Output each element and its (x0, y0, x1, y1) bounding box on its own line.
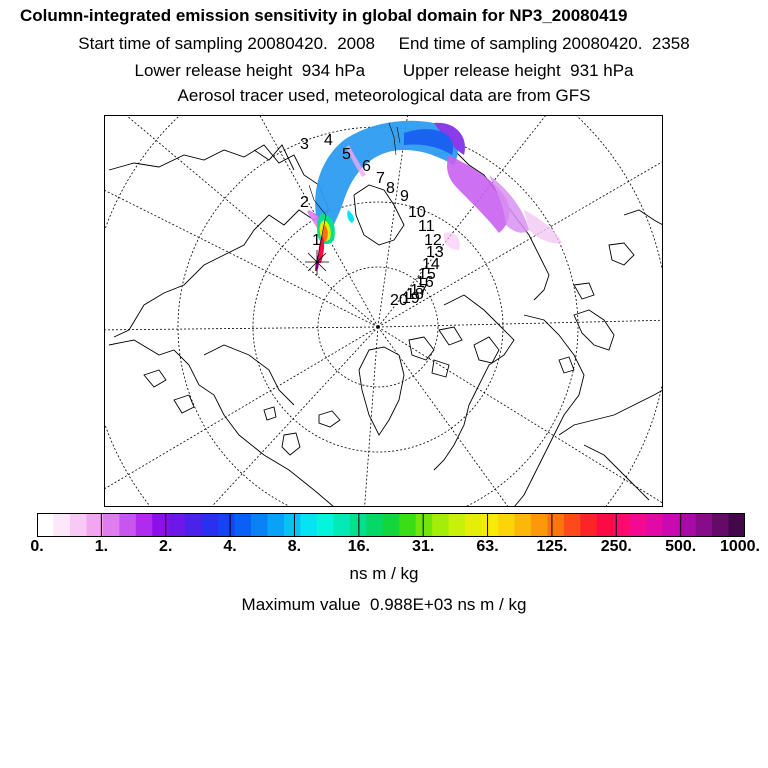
colorbar-swatch (53, 513, 71, 537)
colorbar-swatch (37, 513, 54, 537)
colorbar-swatch (119, 513, 137, 537)
colorbar-tick-label: 1. (94, 538, 109, 555)
colorbar-swatch (300, 513, 318, 537)
colorbar-swatch (662, 513, 680, 537)
colorbar-swatch (498, 513, 515, 537)
tracer-info-line: Aerosol tracer used, meteorological data… (177, 86, 591, 105)
release-height-line: Lower release height 934 hPa Upper relea… (134, 61, 634, 80)
colorbar-swatch (69, 513, 87, 537)
day-label: 11 (418, 218, 435, 235)
colorbar-tick-label: 4. (223, 538, 237, 555)
colorbar-swatch (234, 513, 252, 537)
sensitivity-plume (307, 120, 562, 271)
colorbar-swatch (267, 513, 285, 537)
colorbar-swatch (251, 513, 269, 537)
day-label: 18 (406, 286, 424, 303)
colorbar-swatch (102, 513, 120, 537)
colorbar-swatch (283, 513, 301, 537)
colorbar-swatch (514, 513, 532, 537)
day-label: 17 (410, 282, 428, 299)
colorbar-tick-label: 31. (412, 538, 435, 555)
day-label: 4 (324, 132, 333, 149)
colorbar-swatch (382, 513, 400, 537)
colorbar-swatch (201, 513, 219, 537)
colorbar-tick-label: 125. (536, 538, 568, 555)
colorbar-swatch (218, 513, 236, 537)
colorbar-swatch (135, 513, 153, 537)
colorbar-swatch (185, 513, 203, 537)
colorbar-tick-label: 8. (287, 538, 302, 555)
day-label: 16 (416, 274, 434, 291)
colorbar-tick-label: 16. (347, 538, 370, 555)
colorbar-swatch (728, 513, 745, 537)
colorbar-swatch (596, 513, 614, 537)
day-label: 14 (422, 256, 440, 273)
colorbar-swatch (712, 513, 730, 537)
trajectory-lines (308, 122, 401, 263)
colorbar-tick-label: 0. (30, 538, 44, 555)
colorbar-swatch (432, 513, 450, 537)
colorbar-swatch (580, 513, 598, 537)
colorbar-swatch (415, 513, 433, 537)
day-label: 2 (300, 194, 309, 211)
day-label: 1 (312, 232, 321, 249)
day-label: 20 (390, 292, 408, 309)
colorbar-swatch (629, 513, 647, 537)
colorbar-swatch (168, 513, 186, 537)
day-label: 10 (408, 204, 426, 221)
day-label: 8 (386, 180, 395, 197)
colorbar-swatch (448, 513, 466, 537)
release-site-star (305, 250, 329, 275)
sampling-time-line: Start time of sampling 20080420. 2008 En… (78, 34, 690, 53)
colorbar-swatch (646, 513, 664, 537)
colorbar-swatch (152, 513, 170, 537)
colorbar-swatch (333, 513, 351, 537)
colorbar-tick-label: 500. (665, 538, 697, 555)
colorbar-swatch (530, 513, 548, 537)
day-label: 5 (342, 146, 351, 163)
colorbar-swatch (465, 513, 483, 537)
colorbar-tick-label: 1000. (719, 538, 760, 555)
day-label: 9 (400, 188, 409, 205)
colorbar-swatch (547, 513, 565, 537)
colorbar-swatch (399, 513, 417, 537)
colorbar-border (37, 513, 745, 537)
plot-title: Column-integrated emission sensitivity i… (20, 6, 628, 25)
day-label: 13 (426, 244, 444, 261)
colorbar-tick-label: 63. (476, 538, 499, 555)
units-label: ns m / kg (349, 564, 419, 583)
colorbar-swatch (316, 513, 334, 537)
max-value-label: Maximum value 0.988E+03 ns m / kg (241, 595, 527, 614)
graticule (104, 115, 663, 507)
colorbar (37, 513, 745, 537)
day-label: 12 (424, 232, 442, 249)
colorbar-swatch (613, 513, 631, 537)
colorbar-swatch (366, 513, 384, 537)
colorbar-swatch (481, 513, 499, 537)
day-label: 15 (418, 266, 436, 283)
colorbar-swatch (679, 513, 697, 537)
day-label: 7 (376, 170, 385, 187)
colorbar-tick-label: 250. (600, 538, 632, 555)
colorbar-swatch (563, 513, 581, 537)
colorbar-swatch (86, 513, 104, 537)
day-label: 3 (300, 136, 309, 153)
coastlines (108, 144, 663, 507)
day-label: 19 (402, 290, 420, 307)
colorbar-tick-label: 2. (159, 538, 173, 555)
day-label: 6 (362, 158, 371, 175)
colorbar-swatch (695, 513, 713, 537)
